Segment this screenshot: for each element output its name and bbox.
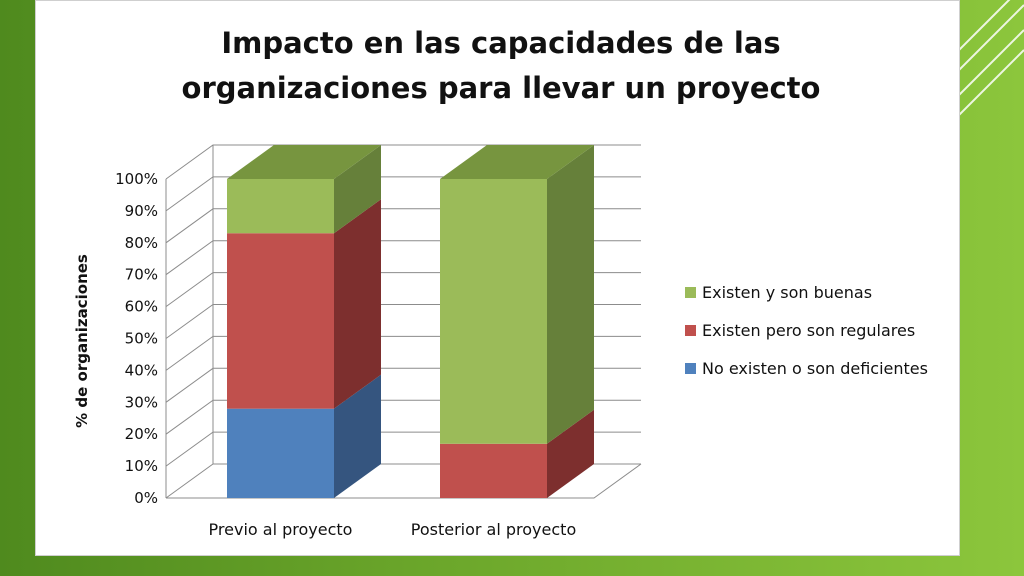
- bar-existen-y-son-buenas: [440, 179, 547, 444]
- chart-title-line-1: Impacto en las capacidades de las: [221, 26, 780, 60]
- bar-side-existen-y-son-buenas: [547, 145, 594, 444]
- bar-side-no-existen-o-son-deficientes: [334, 374, 381, 498]
- x-category-label: Previo al proyecto: [209, 520, 353, 539]
- bar-side-existen-pero-son-regulares: [334, 199, 381, 409]
- bar-no-existen-o-son-deficientes: [227, 408, 334, 498]
- y-tick-label: 90%: [125, 202, 158, 220]
- y-tick-label: 70%: [125, 266, 158, 284]
- legend-swatch: [685, 287, 696, 298]
- bar-top-face: [227, 145, 381, 179]
- y-tick-label: 40%: [125, 361, 158, 379]
- legend-entry: Existen pero son regulares: [702, 321, 915, 340]
- legend-swatch: [685, 325, 696, 336]
- y-tick-label: 30%: [125, 393, 158, 411]
- y-tick-label: 60%: [125, 298, 158, 316]
- bar-existen-y-son-buenas: [227, 179, 334, 234]
- legend-entry: Existen y son buenas: [702, 283, 872, 302]
- y-tick-label: 100%: [115, 170, 158, 188]
- bar-existen-pero-son-regulares: [440, 443, 547, 498]
- y-tick-label: 0%: [134, 489, 158, 507]
- y-tick-label: 10%: [125, 457, 158, 475]
- y-tick-label: 50%: [125, 330, 158, 348]
- bar-top-face: [440, 145, 594, 179]
- x-category-label: Posterior al proyecto: [411, 520, 576, 539]
- decorative-lines: [954, 0, 1024, 121]
- chart-title-line-2: organizaciones para llevar un proyecto: [182, 71, 821, 105]
- y-tick-label: 80%: [125, 234, 158, 252]
- y-axis-label: % de organizaciones: [73, 254, 91, 428]
- chart: Impacto en las capacidades de las organi…: [73, 26, 928, 539]
- bar-side-existen-y-son-buenas: [334, 145, 381, 234]
- chart-slide: Impacto en las capacidades de las organi…: [35, 0, 960, 556]
- bar-existen-pero-son-regulares: [227, 233, 334, 409]
- bar-side-existen-pero-son-regulares: [547, 409, 594, 498]
- legend-entry: No existen o son deficientes: [702, 359, 928, 378]
- legend-swatch: [685, 363, 696, 374]
- y-tick-label: 20%: [125, 425, 158, 443]
